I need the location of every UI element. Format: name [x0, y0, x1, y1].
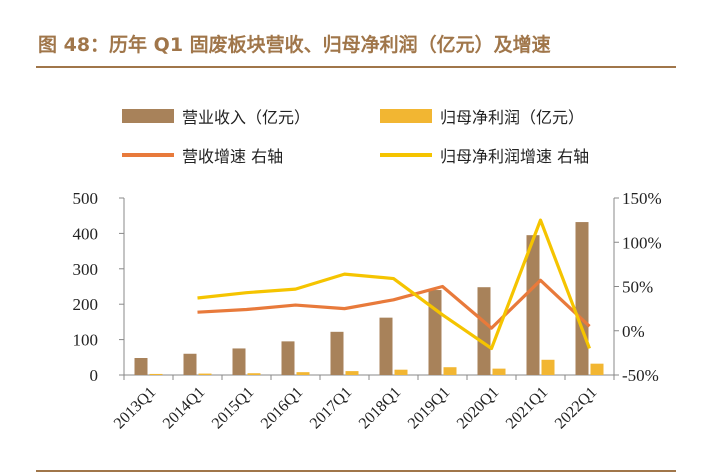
revenue-bar [281, 341, 295, 375]
x-tick-label: 2018Q1 [356, 384, 404, 432]
legend-revenue-growth-swatch [122, 153, 174, 157]
legend-revenue-growth: 营收增速 右轴 [122, 143, 283, 167]
legend-net-profit-swatch [380, 109, 432, 123]
legend-revenue-growth-label: 营收增速 右轴 [182, 147, 284, 166]
net-profit-bar [541, 359, 555, 375]
left-tick-label: 400 [73, 224, 99, 243]
legend-revenue: 营业收入（亿元） [122, 104, 310, 128]
right-tick-label: 100% [622, 233, 662, 252]
revenue-bar [379, 317, 393, 375]
revenue-bar [526, 235, 540, 375]
net-profit-bar [198, 373, 212, 375]
revenue-growth-line [197, 278, 591, 330]
x-tick-label: 2022Q1 [552, 384, 600, 432]
net-profit-bar [590, 363, 604, 375]
right-tick-label: -50% [622, 366, 659, 385]
x-tick-label: 2021Q1 [503, 384, 551, 432]
chart-title: 图 48：历年 Q1 固废板块营收、归母净利润（亿元）及增速 [38, 34, 551, 56]
x-tick-label: 2019Q1 [405, 384, 453, 432]
left-tick-label: 200 [73, 295, 99, 314]
legend-revenue-swatch [122, 109, 174, 123]
watermark-zhihu: 知乎 @未来智库 [540, 432, 650, 450]
profit-growth-line [197, 218, 591, 351]
revenue-bar [183, 353, 197, 375]
legend-net-profit: 归母净利润（亿元） [380, 104, 584, 128]
net-profit-bar [443, 367, 457, 375]
net-profit-bar [492, 368, 506, 375]
revenue-bar [575, 222, 589, 375]
net-profit-bar [149, 373, 163, 375]
net-profit-bar [345, 371, 359, 375]
bottom-divider [36, 470, 676, 472]
right-tick-label: 0% [622, 322, 645, 341]
revenue-bar [477, 287, 491, 375]
legend-revenue-label: 营业收入（亿元） [182, 108, 311, 127]
net-profit-bar [247, 373, 261, 375]
revenue-bar [134, 358, 148, 375]
revenue-bar [428, 290, 442, 375]
legend-profit-growth-label: 归母净利润增速 右轴 [440, 147, 590, 166]
x-tick-label: 2020Q1 [454, 384, 502, 432]
legend-net-profit-label: 归母净利润（亿元） [440, 108, 585, 127]
right-tick-label: 150% [622, 189, 662, 208]
net-profit-bar [394, 369, 408, 375]
legend-profit-growth-swatch [380, 153, 432, 157]
x-tick-label: 2016Q1 [258, 384, 306, 432]
watermark-toutiao: 头条 @财是 [596, 450, 676, 468]
left-tick-label: 0 [90, 366, 99, 385]
title-divider [36, 66, 676, 68]
legend-profit-growth: 归母净利润增速 右轴 [380, 143, 589, 167]
revenue-bar [330, 331, 344, 375]
left-tick-label: 500 [73, 189, 99, 208]
left-tick-label: 300 [73, 260, 99, 279]
x-tick-label: 2014Q1 [160, 384, 208, 432]
revenue-bar [232, 348, 246, 375]
right-tick-label: 50% [622, 278, 653, 297]
net-profit-bar [296, 372, 310, 375]
x-tick-label: 2015Q1 [209, 384, 257, 432]
x-tick-label: 2017Q1 [307, 384, 355, 432]
left-tick-label: 100 [73, 331, 99, 350]
x-tick-label: 2013Q1 [111, 384, 159, 432]
